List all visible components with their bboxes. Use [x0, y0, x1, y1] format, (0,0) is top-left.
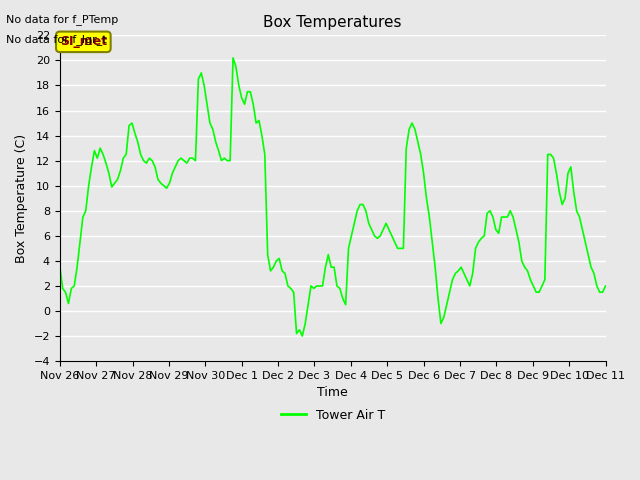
Text: No data for f_lgr_t: No data for f_lgr_t	[6, 34, 107, 45]
Y-axis label: Box Temperature (C): Box Temperature (C)	[15, 133, 28, 263]
Text: No data for f_PTemp: No data for f_PTemp	[6, 14, 118, 25]
X-axis label: Time: Time	[317, 386, 348, 399]
Title: Box Temperatures: Box Temperatures	[264, 15, 402, 30]
Text: SI_met: SI_met	[60, 36, 107, 48]
Legend: Tower Air T: Tower Air T	[275, 404, 390, 427]
